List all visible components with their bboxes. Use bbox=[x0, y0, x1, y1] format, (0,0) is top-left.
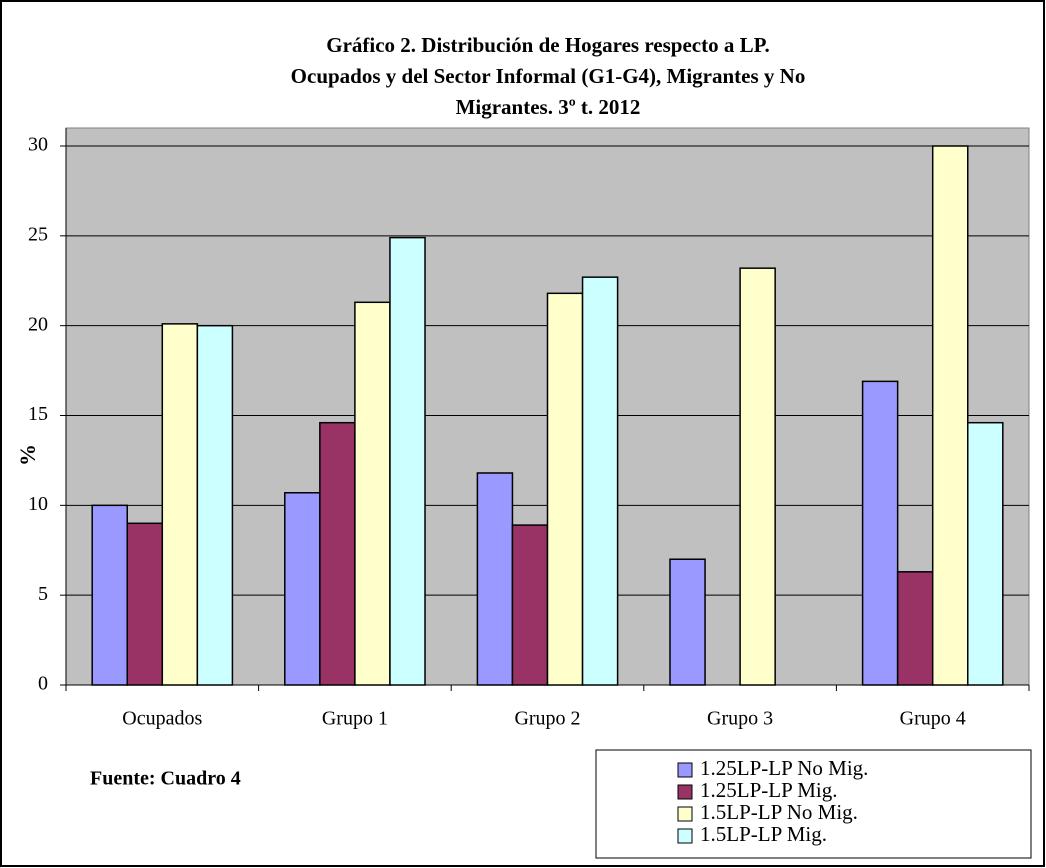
bar bbox=[161, 323, 199, 686]
bar bbox=[196, 324, 234, 686]
y-tick-label: 30 bbox=[28, 134, 48, 156]
y-tick-label: 5 bbox=[38, 583, 48, 605]
bar bbox=[511, 524, 549, 686]
bar bbox=[669, 558, 706, 686]
legend-swatch bbox=[677, 784, 693, 800]
annotation: Fuente: Cuadro 4 bbox=[90, 768, 241, 790]
y-tick-label: 0 bbox=[38, 673, 48, 695]
bar bbox=[284, 492, 321, 686]
bar bbox=[739, 267, 776, 686]
bar bbox=[319, 421, 356, 686]
x-tick-label: Ocupados bbox=[122, 708, 202, 730]
bar bbox=[354, 301, 391, 686]
bar bbox=[389, 236, 426, 686]
bar bbox=[896, 571, 934, 686]
legend-swatch bbox=[677, 806, 693, 822]
legend-swatch bbox=[677, 762, 693, 778]
y-tick-label: 25 bbox=[28, 223, 48, 245]
bar bbox=[91, 504, 128, 686]
y-tick-label: 15 bbox=[28, 403, 48, 425]
chart-title: Gráfico 2. Distribución de Hogares respe… bbox=[326, 33, 770, 57]
legend-swatch bbox=[677, 828, 693, 844]
bar bbox=[546, 292, 584, 686]
chart-title: Ocupados y del Sector Informal (G1-G4), … bbox=[291, 64, 806, 88]
legend-label: 1.25LP-LP No Mig. bbox=[700, 756, 868, 780]
x-tick-label: Grupo 2 bbox=[514, 708, 580, 730]
bar bbox=[581, 276, 619, 686]
legend-label: 1.5LP-LP Mig. bbox=[700, 822, 827, 846]
legend-label: 1.25LP-LP Mig. bbox=[700, 778, 837, 802]
legend-label: 1.5LP-LP No Mig. bbox=[700, 800, 858, 824]
x-tick-label: Grupo 1 bbox=[322, 708, 388, 730]
bar bbox=[476, 472, 514, 686]
bar bbox=[967, 421, 1004, 686]
y-tick-label: 10 bbox=[28, 493, 48, 515]
x-tick-label: Grupo 3 bbox=[707, 708, 773, 730]
chart-title: Migrantes. 3º t. 2012 bbox=[456, 95, 641, 119]
bar bbox=[126, 522, 164, 686]
y-axis-label: % bbox=[15, 444, 40, 466]
bar bbox=[861, 380, 899, 686]
bar bbox=[931, 145, 969, 686]
x-tick-label: Grupo 4 bbox=[900, 708, 966, 730]
legend-box bbox=[595, 749, 1032, 859]
y-tick-label: 20 bbox=[28, 313, 48, 335]
